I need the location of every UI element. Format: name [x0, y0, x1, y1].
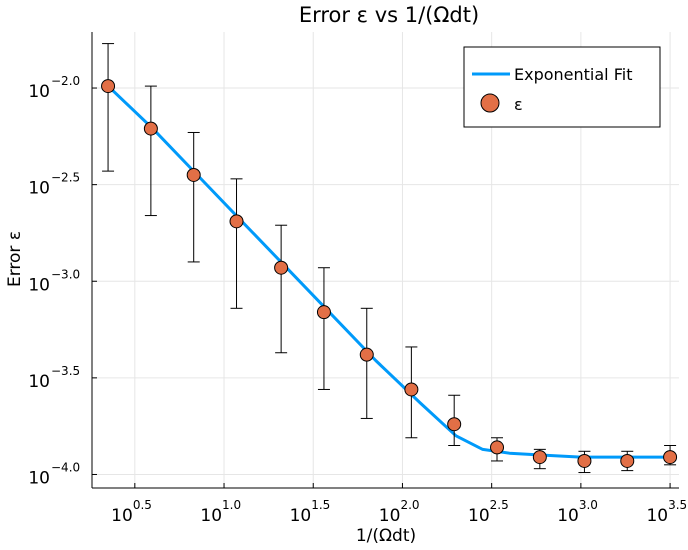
x-tick-label: 10 — [290, 506, 312, 526]
data-point — [359, 347, 374, 362]
legend-label-epsilon: ε — [514, 95, 523, 114]
data-point — [620, 453, 635, 468]
x-tick-label-exponent: 3.0 — [579, 498, 598, 512]
x-tick-label-exponent: 1.0 — [222, 498, 241, 512]
y-tick-label-exponent: −2.0 — [51, 74, 80, 88]
data-point — [274, 260, 289, 275]
plot-series — [101, 43, 678, 474]
data-point — [404, 382, 419, 397]
data-point — [186, 167, 201, 182]
x-tick-label-exponent: 2.0 — [400, 498, 419, 512]
x-tick-label-exponent: 1.5 — [311, 498, 330, 512]
y-tick-label: 10 — [28, 372, 50, 392]
y-tick-label: 10 — [28, 275, 50, 295]
x-tick-label-exponent: 0.5 — [133, 498, 152, 512]
legend-marker-swatch — [480, 93, 500, 113]
x-axis-label: 1/(Ωdt) — [356, 526, 416, 546]
y-axis-label: Error ε — [5, 231, 25, 287]
data-point — [316, 305, 331, 320]
data-point — [577, 453, 592, 468]
y-tick-label: 10 — [28, 179, 50, 199]
data-point — [490, 440, 505, 455]
legend-label-exponential-fit: Exponential Fit — [514, 65, 632, 84]
x-tick-label-exponent: 3.5 — [668, 498, 687, 512]
data-point — [663, 450, 678, 465]
data-point — [532, 450, 547, 465]
data-point — [229, 214, 244, 229]
y-tick-label-exponent: −4.0 — [51, 460, 80, 474]
data-point — [143, 121, 158, 136]
y-tick-label-exponent: −3.5 — [51, 364, 80, 378]
legend-box — [463, 46, 661, 128]
y-tick-label-exponent: −3.0 — [51, 267, 80, 281]
chart-title: Error ε vs 1/(Ωdt) — [299, 3, 479, 27]
fit-line — [107, 85, 671, 459]
y-tick-label-exponent: −2.5 — [51, 171, 80, 185]
legend: Exponential Fit ε — [463, 46, 661, 128]
x-tick-label-exponent: 2.5 — [490, 498, 509, 512]
x-tick-label: 10 — [111, 506, 133, 526]
y-tick-label: 10 — [28, 82, 50, 102]
x-tick-label: 10 — [557, 506, 579, 526]
x-tick-label: 10 — [200, 506, 222, 526]
data-point — [447, 417, 462, 432]
y-tick-label: 10 — [28, 468, 50, 488]
x-tick-label: 10 — [646, 506, 668, 526]
data-point — [101, 79, 116, 94]
x-tick-label: 10 — [379, 506, 401, 526]
x-tick-label: 10 — [468, 506, 490, 526]
axes: 100.5101.0101.5102.0102.5103.0103.510−2.… — [28, 32, 687, 526]
